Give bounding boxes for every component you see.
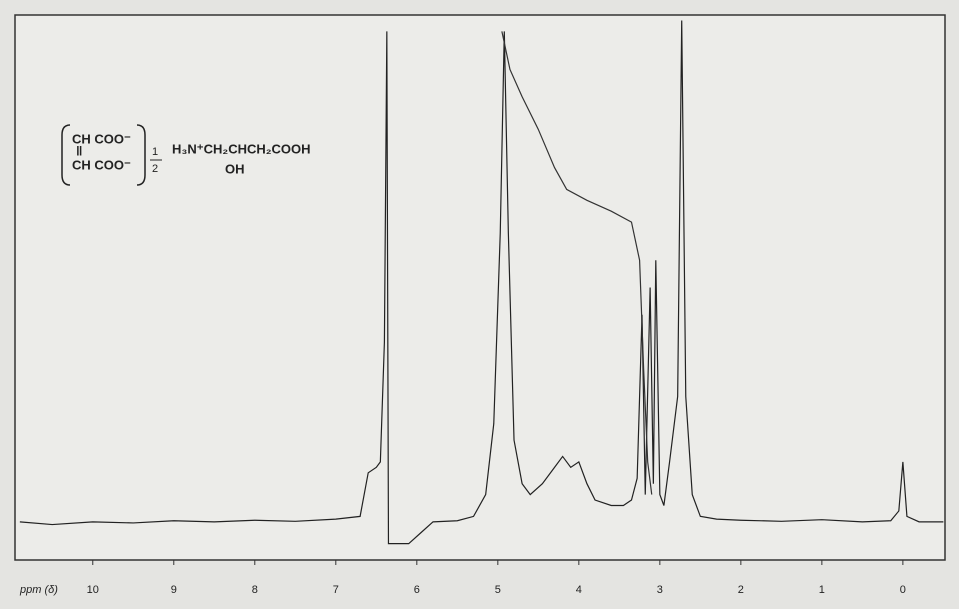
- formula: 1: [152, 146, 158, 158]
- formula: OH: [225, 161, 245, 176]
- formula: CH COO⁻: [72, 157, 131, 172]
- x-tick-label: 5: [495, 584, 501, 596]
- x-tick-label: 6: [414, 584, 420, 596]
- x-tick-label: 7: [333, 584, 339, 596]
- x-tick-label: 3: [657, 584, 663, 596]
- plot-frame: [14, 14, 946, 561]
- formula: CH COO⁻: [72, 131, 131, 146]
- x-tick-label: 1: [819, 584, 825, 596]
- formula: 2: [152, 163, 158, 175]
- x-tick-label: 8: [252, 584, 258, 596]
- x-tick-label: 9: [171, 584, 177, 596]
- x-axis-label: ppm (δ): [19, 584, 58, 596]
- x-tick-label: 4: [576, 584, 582, 596]
- x-tick-label: 10: [87, 584, 99, 596]
- spectrum-line: [19, 20, 944, 545]
- x-tick-label: 0: [900, 584, 906, 596]
- spectrum-line: [501, 31, 653, 495]
- formula: H₃N⁺CH₂CHCH₂COOH: [172, 141, 311, 156]
- formula: ‖: [76, 143, 82, 158]
- x-tick-label: 2: [738, 584, 744, 596]
- bracket: [61, 124, 146, 186]
